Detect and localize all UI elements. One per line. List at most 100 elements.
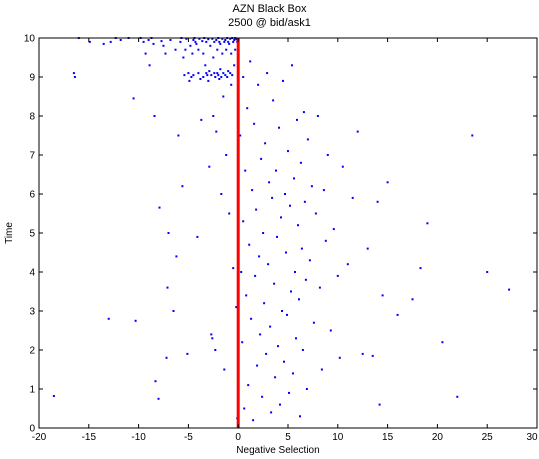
data-point <box>162 44 165 47</box>
data-point <box>208 70 211 73</box>
x-tick-label: 30 <box>526 432 538 443</box>
data-point <box>198 37 201 40</box>
data-point <box>218 40 221 43</box>
data-point <box>300 247 303 250</box>
data-point <box>227 40 230 43</box>
y-tick-label: 10 <box>24 34 36 45</box>
data-point <box>332 228 335 231</box>
y-tick-label: 9 <box>29 73 35 84</box>
data-point <box>341 165 344 168</box>
data-point <box>190 76 193 78</box>
data-point <box>283 360 285 363</box>
data-point <box>378 403 381 406</box>
data-point <box>167 232 170 234</box>
data-point <box>486 271 489 273</box>
data-point <box>235 306 238 309</box>
data-point <box>284 193 286 195</box>
data-point <box>303 200 306 203</box>
data-point <box>301 349 304 351</box>
data-point <box>274 376 277 379</box>
y-axis-ticks: 0 1 2 3 4 5 6 7 8 9 10 <box>24 34 537 435</box>
data-point <box>247 384 250 387</box>
data-point <box>263 302 266 305</box>
data-point <box>169 39 172 41</box>
data-point <box>234 48 237 51</box>
data-point <box>228 212 231 215</box>
data-point <box>210 74 213 77</box>
data-point <box>290 290 292 293</box>
data-point <box>191 52 194 55</box>
data-point <box>199 78 202 80</box>
data-point <box>119 39 122 41</box>
y-tick-label: 7 <box>29 151 35 162</box>
data-points <box>52 37 511 422</box>
data-point <box>246 107 249 110</box>
plot-area <box>39 38 537 428</box>
data-point <box>181 185 184 188</box>
data-point <box>285 251 287 254</box>
data-point <box>226 76 229 78</box>
data-point <box>329 329 332 332</box>
data-point <box>212 56 215 59</box>
data-point <box>271 196 274 199</box>
data-point <box>164 52 167 55</box>
data-point <box>242 220 245 223</box>
data-point <box>256 364 259 367</box>
data-point <box>306 138 309 141</box>
data-point <box>107 317 110 320</box>
data-point <box>232 267 235 270</box>
data-point <box>205 40 208 43</box>
x-tick-label: 20 <box>432 432 444 443</box>
data-point <box>230 83 233 86</box>
data-point <box>219 42 222 45</box>
data-point <box>366 247 369 250</box>
data-point <box>231 74 234 77</box>
data-point <box>224 74 227 77</box>
data-point <box>225 154 228 156</box>
data-point <box>220 76 223 78</box>
data-point <box>241 341 244 344</box>
data-point <box>508 288 511 291</box>
data-point <box>318 286 321 289</box>
x-tick-label: -15 <box>82 432 97 443</box>
data-point <box>197 72 200 75</box>
data-point <box>211 37 214 40</box>
data-point <box>160 40 163 43</box>
data-point <box>240 271 243 273</box>
data-point <box>277 345 279 348</box>
data-point <box>227 70 230 73</box>
data-point <box>222 95 225 98</box>
data-point <box>52 395 55 397</box>
x-tick-label: -5 <box>184 432 193 443</box>
data-point <box>207 38 210 41</box>
data-point <box>291 64 293 67</box>
data-point <box>211 337 214 340</box>
data-point <box>102 42 105 45</box>
data-point <box>172 310 175 312</box>
data-point <box>252 419 255 422</box>
data-point <box>202 52 205 55</box>
data-point <box>217 74 220 77</box>
data-point <box>386 181 389 184</box>
data-point <box>184 48 187 51</box>
data-point <box>73 76 76 78</box>
data-point <box>316 115 319 117</box>
data-point <box>202 76 205 78</box>
data-point <box>270 411 273 414</box>
data-point <box>210 333 213 336</box>
y-tick-label: 6 <box>29 190 35 201</box>
data-point <box>215 130 218 133</box>
data-point <box>147 39 150 41</box>
data-point <box>194 40 197 43</box>
y-axis-label: Time <box>4 222 15 244</box>
data-point <box>166 286 169 289</box>
data-point <box>134 319 137 322</box>
data-point <box>142 40 145 43</box>
data-point <box>361 352 364 355</box>
data-point <box>201 40 204 43</box>
data-point <box>299 161 302 164</box>
data-point <box>223 368 226 371</box>
data-point <box>320 368 323 371</box>
data-point <box>286 313 288 316</box>
